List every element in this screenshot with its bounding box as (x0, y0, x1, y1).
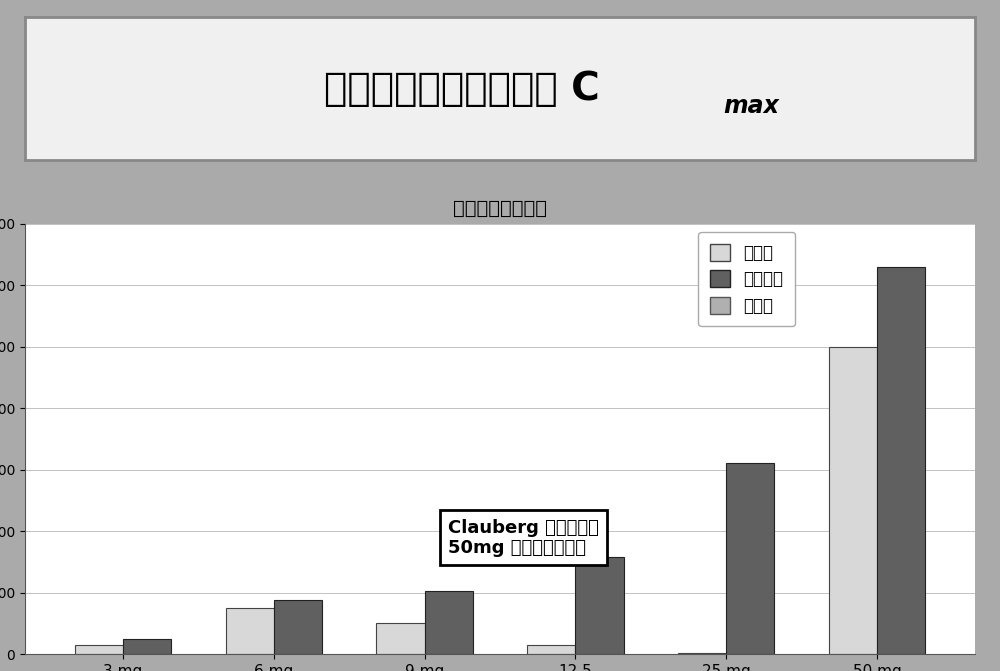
Bar (376, 623, 425, 654)
Bar (575, 558, 624, 654)
Bar (829, 347, 877, 654)
Bar (226, 608, 274, 654)
Bar (274, 601, 322, 654)
Bar (678, 653, 726, 654)
Text: 目前低剂量研究的预测 C: 目前低剂量研究的预测 C (324, 70, 600, 107)
Bar (123, 639, 171, 654)
Bar (75, 645, 123, 654)
Text: max: max (723, 94, 779, 118)
Title: 血清中的最大浓度: 血清中的最大浓度 (453, 199, 547, 218)
Bar (527, 645, 575, 654)
Text: Clauberg 测定预测与
50mg 口服相当的作用: Clauberg 测定预测与 50mg 口服相当的作用 (448, 519, 599, 558)
Bar (425, 591, 473, 654)
Legend: 预测的, 实际经验, 阴道的: 预测的, 实际经验, 阴道的 (698, 232, 795, 326)
Bar (877, 266, 925, 654)
Bar (726, 464, 774, 654)
